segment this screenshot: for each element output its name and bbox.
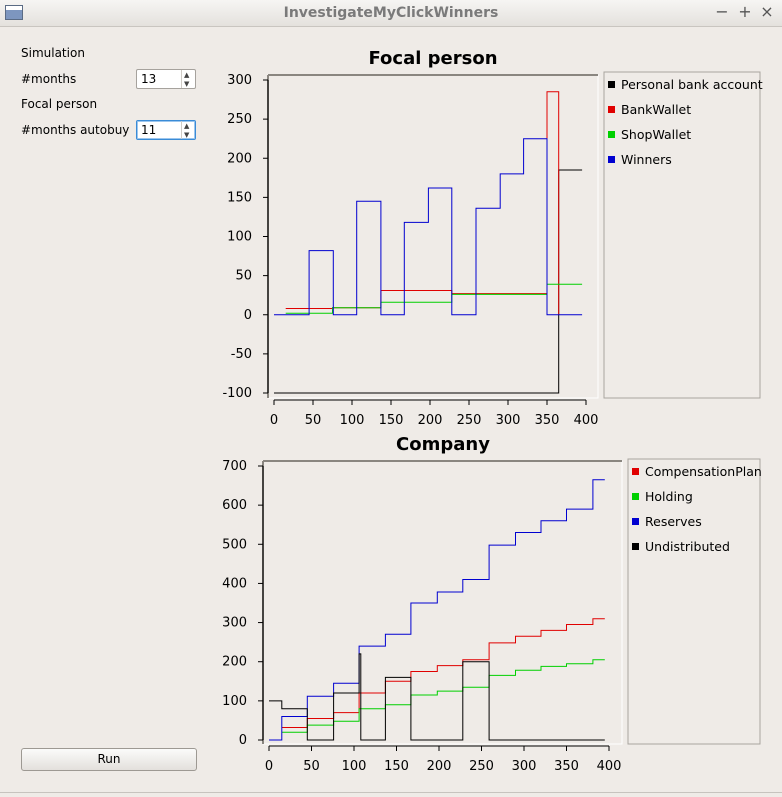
- legend-entry: Personal bank account: [621, 77, 763, 92]
- window-title: InvestigateMyClickWinners: [283, 5, 499, 21]
- title-bar: InvestigateMyClickWinners − + ×: [0, 0, 782, 27]
- months-value: 13: [141, 72, 157, 86]
- x-tick-label: 350: [554, 759, 579, 774]
- spin-down-icon[interactable]: ▼: [184, 131, 190, 139]
- x-tick-label: 0: [265, 759, 273, 774]
- simulation-label: Simulation: [21, 46, 85, 60]
- spin-up-icon[interactable]: ▲: [184, 122, 190, 130]
- y-tick-label: -100: [222, 386, 252, 401]
- legend-box: [603, 71, 761, 399]
- legend-entry: CompensationPlan: [645, 464, 762, 479]
- legend-entry: Undistributed: [645, 539, 730, 554]
- x-tick-label: 250: [469, 759, 494, 774]
- y-tick-label: 500: [222, 537, 247, 552]
- autobuy-label: #months autobuy: [21, 123, 130, 137]
- minimize-icon[interactable]: −: [715, 2, 729, 21]
- legend-swatch: [608, 156, 615, 163]
- x-tick-label: 150: [384, 759, 409, 774]
- y-tick-label: 50: [235, 269, 252, 284]
- spin-up-icon[interactable]: ▲: [184, 71, 190, 79]
- y-tick-label: 600: [222, 498, 247, 513]
- legend-swatch: [632, 493, 639, 500]
- series-line: [281, 618, 605, 728]
- x-tick-label: 50: [305, 413, 322, 428]
- legend-swatch: [632, 543, 639, 550]
- plot-area: [262, 460, 623, 745]
- x-tick-label: 400: [597, 759, 622, 774]
- y-tick-label: 200: [222, 655, 247, 670]
- legend-entry: Winners: [621, 152, 672, 167]
- y-tick-label: 300: [222, 616, 247, 631]
- autobuy-spinbox[interactable]: 11 ▲ ▼: [136, 120, 196, 140]
- legend-entry: BankWallet: [621, 102, 691, 117]
- plot-area: [267, 74, 599, 399]
- autobuy-value: 11: [141, 123, 157, 137]
- y-tick-label: 200: [227, 151, 252, 166]
- status-strip: [0, 792, 782, 797]
- y-tick-label: 150: [227, 190, 252, 205]
- spin-down-icon[interactable]: ▼: [184, 80, 190, 88]
- x-tick-label: 50: [303, 759, 320, 774]
- x-tick-label: 150: [379, 413, 404, 428]
- chart-title: Company: [396, 434, 490, 455]
- y-tick-label: 250: [227, 112, 252, 127]
- app-window-icon: [5, 5, 23, 20]
- legend-swatch: [632, 518, 639, 525]
- y-tick-label: 300: [227, 73, 252, 88]
- x-tick-label: 400: [574, 413, 599, 428]
- focal-person-label: Focal person: [21, 97, 98, 111]
- series-line: [274, 138, 583, 316]
- y-tick-label: -50: [231, 347, 252, 362]
- series-line: [269, 653, 605, 741]
- legend-entry: Holding: [645, 489, 693, 504]
- maximize-icon[interactable]: +: [738, 2, 752, 21]
- legend-box: [627, 458, 761, 745]
- x-tick-label: 100: [342, 759, 367, 774]
- y-tick-label: 0: [244, 308, 252, 323]
- x-tick-label: 200: [427, 759, 452, 774]
- months-stepper[interactable]: ▲ ▼: [181, 70, 195, 88]
- x-tick-label: 300: [512, 759, 537, 774]
- y-tick-label: 0: [239, 733, 247, 748]
- series-line: [281, 659, 605, 733]
- y-tick-label: 400: [222, 576, 247, 591]
- months-spinbox[interactable]: 13 ▲ ▼: [136, 69, 196, 89]
- y-tick-label: 700: [222, 459, 247, 474]
- legend-swatch: [632, 468, 639, 475]
- x-tick-label: 0: [270, 413, 278, 428]
- legend-swatch: [608, 131, 615, 138]
- run-button[interactable]: Run: [21, 748, 197, 771]
- legend-entry: Reserves: [645, 514, 702, 529]
- close-icon[interactable]: ×: [760, 2, 774, 21]
- legend-entry: ShopWallet: [621, 127, 691, 142]
- series-line: [269, 479, 605, 741]
- months-label: #months: [21, 72, 77, 86]
- x-tick-label: 200: [418, 413, 443, 428]
- chart-title: Focal person: [368, 48, 497, 69]
- autobuy-stepper[interactable]: ▲ ▼: [181, 121, 195, 139]
- x-tick-label: 250: [457, 413, 482, 428]
- legend-swatch: [608, 106, 615, 113]
- x-tick-label: 100: [340, 413, 365, 428]
- y-tick-label: 100: [222, 694, 247, 709]
- legend-swatch: [608, 81, 615, 88]
- x-tick-label: 300: [496, 413, 521, 428]
- y-tick-label: 100: [227, 230, 252, 245]
- x-tick-label: 350: [535, 413, 560, 428]
